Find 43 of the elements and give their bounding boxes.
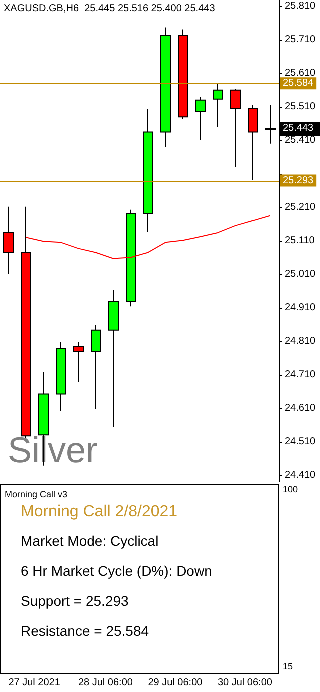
y-tick-label: 24.910 xyxy=(285,302,316,314)
y-tick-label: 24.410 xyxy=(285,470,316,481)
y-tick-label: 24.810 xyxy=(285,336,316,347)
text: Market Mode: Cyclical xyxy=(21,533,159,549)
ref-line-label: 25.584 xyxy=(283,78,314,90)
candlestick xyxy=(195,96,206,141)
y-tick-label: 24.710 xyxy=(285,369,316,380)
y-tick-label: 25.110 xyxy=(285,236,316,246)
ref-line-label: 25.293 xyxy=(283,175,314,186)
candlestick xyxy=(160,27,171,148)
text: Resistance = 25.584 xyxy=(21,623,150,639)
category-label: 27 Jul 2021 xyxy=(8,678,61,688)
candlestick xyxy=(3,206,14,275)
category-label: 28 Jul 06:00 xyxy=(78,678,134,688)
text: 100 xyxy=(283,484,298,494)
candlestick xyxy=(91,324,101,410)
text: 15 xyxy=(283,662,294,672)
y-tick-label: 25.510 xyxy=(285,102,316,113)
candlestick xyxy=(73,342,84,383)
y-tick-label: 25.710 xyxy=(285,34,316,46)
text: 6 Hr Market Cycle (D%): Down xyxy=(21,563,212,579)
y-tick-label: 24.510 xyxy=(285,436,316,448)
candlestick xyxy=(248,104,258,181)
y-tick-label: 25.210 xyxy=(285,202,316,214)
text: Morning Call v3 xyxy=(5,490,68,500)
category-label: 29 Jul 06:00 xyxy=(148,678,204,688)
y-tick-label: 25.610 xyxy=(285,68,316,80)
candlestick xyxy=(126,209,136,308)
candlestick xyxy=(56,342,66,412)
candlestick xyxy=(213,82,223,128)
candlestick xyxy=(178,29,188,120)
y-tick-label: 24.610 xyxy=(285,402,316,414)
text: Morning Call 2/8/2021 xyxy=(21,504,178,520)
category-label: 30 Jul 06:00 xyxy=(218,678,273,688)
text: Support = 25.293 xyxy=(21,593,130,609)
candlestick xyxy=(143,108,153,232)
y-tick-label: 25.810 xyxy=(285,1,316,12)
chart-title: XAGUSD.GB,H6 25.445 25.516 25.400 25.443 xyxy=(4,4,216,14)
text: 25.443 xyxy=(283,123,314,134)
y-tick-label: 25.010 xyxy=(285,268,316,280)
candlestick xyxy=(265,104,276,144)
candlestick xyxy=(108,290,119,428)
candlestick xyxy=(230,88,241,168)
